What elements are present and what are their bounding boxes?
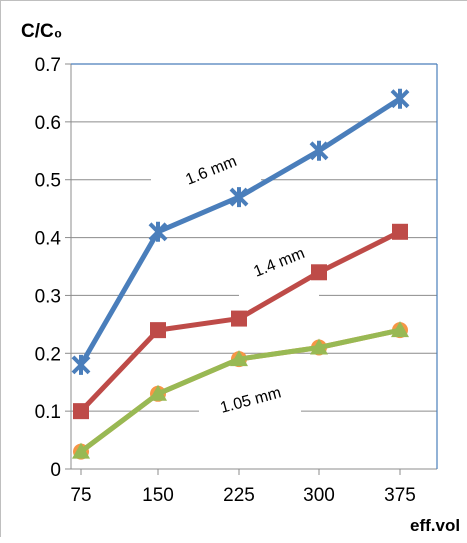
y-tick-label: 0.4 — [35, 229, 62, 250]
series-1 — [71, 88, 410, 375]
y-tick-labels: 0 0.1 0.2 0.3 0.4 0.5 0.6 0.7 — [35, 55, 62, 481]
data-point-star — [148, 221, 168, 242]
data-point-triangle — [391, 321, 409, 338]
axes — [65, 63, 438, 475]
data-point-triangle — [72, 442, 90, 459]
y-tick-label: 0.5 — [35, 171, 61, 192]
series-3 — [73, 322, 408, 460]
data-point-square — [150, 322, 166, 339]
x-tick-labels: 75 150 225 300 375 — [70, 485, 415, 506]
x-tick-label: 75 — [70, 485, 91, 506]
series-label: 1.4 mm — [251, 245, 307, 281]
series-lines — [71, 88, 410, 460]
data-point-square — [311, 264, 327, 281]
x-axis-label: eff.vol — [410, 516, 460, 535]
data-point-star — [229, 187, 249, 208]
y-tick-label: 0.2 — [35, 344, 61, 365]
y-tick-label: 0 — [50, 460, 61, 481]
series-label: 1.6 mm — [183, 153, 239, 189]
series-line — [79, 327, 401, 454]
data-point-square — [392, 223, 408, 240]
x-tick-label: 150 — [142, 485, 174, 506]
data-point-star — [309, 140, 329, 161]
x-tick-label: 300 — [303, 485, 335, 506]
x-tick-label: 375 — [384, 485, 416, 506]
data-point-star — [390, 88, 410, 109]
y-tick-label: 0.1 — [35, 402, 61, 423]
y-tick-label: 0.6 — [35, 113, 61, 134]
data-point-triangle — [149, 384, 167, 401]
series-4 — [72, 321, 409, 459]
series-2 — [73, 223, 408, 420]
x-tick-label: 225 — [223, 485, 255, 506]
y-tick-label: 0.7 — [35, 55, 61, 76]
series-label: 1.05 mm — [219, 384, 284, 417]
y-axis-label: C/C₀ — [21, 21, 62, 42]
data-point-star — [71, 354, 91, 375]
data-point-triangle — [310, 338, 328, 355]
data-point-square — [231, 310, 247, 327]
data-point-triangle — [230, 350, 248, 367]
data-point-square — [73, 403, 89, 420]
y-tick-label: 0.3 — [35, 286, 61, 307]
series-line — [79, 327, 401, 454]
